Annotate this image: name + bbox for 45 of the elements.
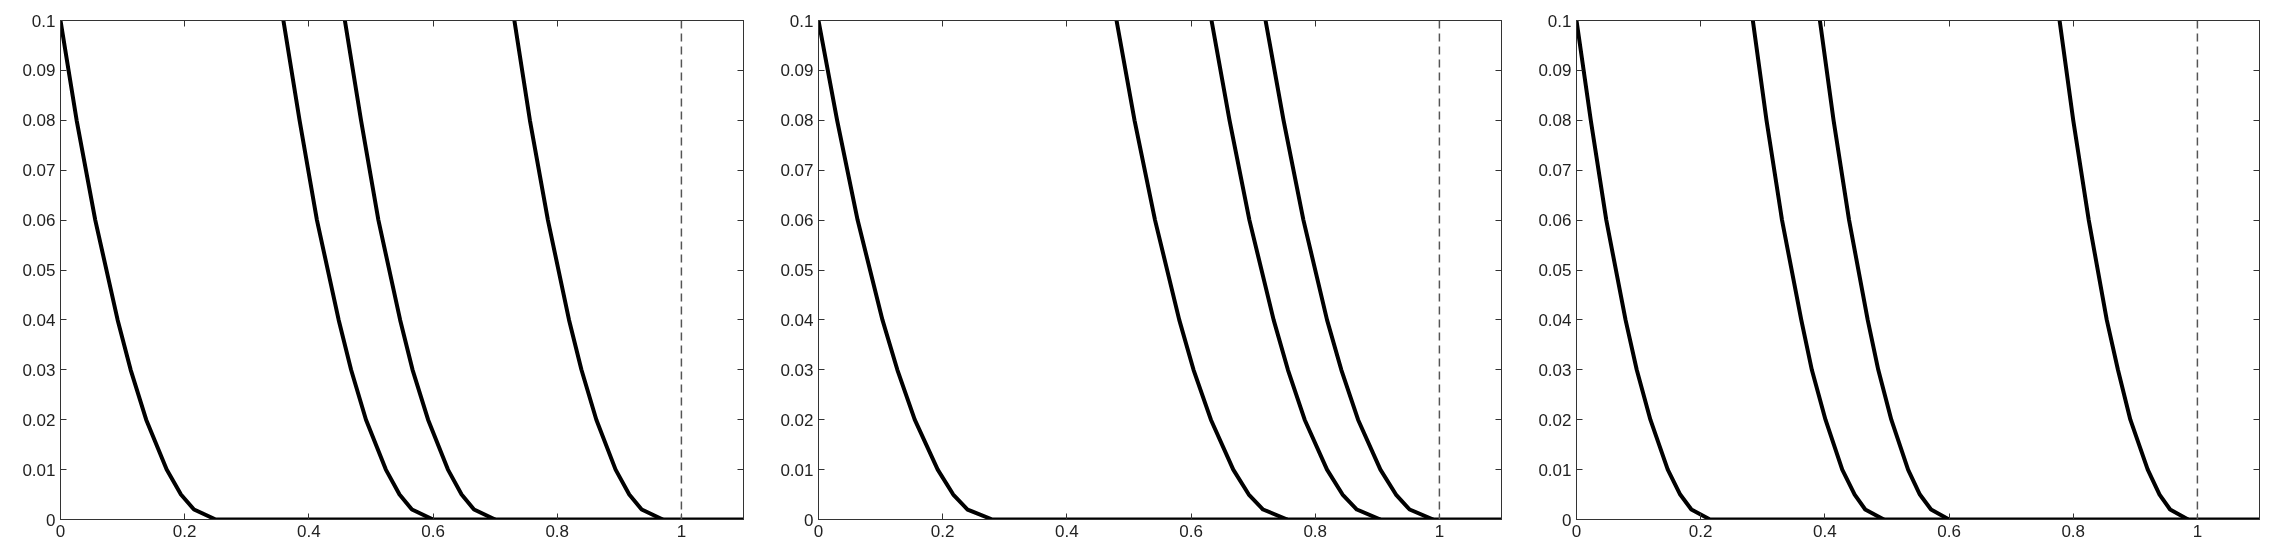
y-tick-label: 0.1 (31, 11, 56, 31)
y-tick-label: 0.06 (1538, 211, 1572, 231)
y-tick-label: 0.1 (789, 11, 814, 31)
x-tick-label: 0.4 (1055, 521, 1079, 541)
x-tick-label: 0.4 (297, 521, 321, 541)
x-tick-label: 0.6 (1937, 521, 1961, 541)
y-tick-label: 0.09 (780, 61, 814, 81)
y-tick-label: 0.02 (22, 410, 56, 430)
y-tick-label: 0.07 (1538, 161, 1572, 181)
y-tick-label: 0.04 (1538, 310, 1572, 330)
y-tick-label: 0.09 (22, 61, 56, 81)
y-tick-label: 0.05 (780, 261, 814, 280)
x-tick-label: 0.2 (172, 521, 197, 541)
y-tick-label: 0.02 (1538, 410, 1572, 430)
y-tick-label: 0.05 (22, 261, 56, 280)
x-tick-label: 0.8 (1303, 521, 1328, 541)
x-tick-label: 0.8 (2061, 521, 2086, 541)
y-tick-label: 0.07 (780, 161, 814, 181)
y-tick-label: 0.08 (780, 111, 814, 131)
x-tick-label: 0.2 (1688, 521, 1713, 541)
y-tick-label: 0.09 (1538, 61, 1572, 81)
y-tick-label: 0.04 (22, 310, 56, 330)
y-tick-label: 0.07 (22, 161, 56, 181)
y-tick-label: 0.04 (780, 310, 814, 330)
x-tick-label: 1 (1434, 521, 1445, 541)
y-tick-label: 0.02 (780, 410, 814, 430)
x-tick-label: 0.6 (421, 521, 445, 541)
y-tick-label: 0.03 (1538, 360, 1572, 380)
x-tick-label: 1 (2192, 521, 2203, 541)
y-tick-label: 0.01 (22, 460, 56, 480)
y-tick-label: 0.08 (1538, 111, 1572, 131)
y-tick-label: 0.03 (780, 360, 814, 380)
y-tick-label: 0.06 (780, 211, 814, 231)
x-tick-label: 0.4 (1813, 521, 1837, 541)
y-tick-label: 0.01 (1538, 460, 1572, 480)
y-tick-label: 0.1 (1547, 11, 1572, 31)
y-tick-label: 0.05 (1538, 261, 1572, 280)
x-tick-label: 1 (676, 521, 687, 541)
y-tick-label: 0.01 (780, 460, 814, 480)
y-tick-label: 0.08 (22, 111, 56, 131)
x-tick-label: 0.2 (930, 521, 955, 541)
x-tick-label: 0.6 (1179, 521, 1203, 541)
x-tick-label: 0.8 (545, 521, 570, 541)
y-tick-label: 0.03 (22, 360, 56, 380)
y-tick-label: 0.06 (22, 211, 56, 231)
